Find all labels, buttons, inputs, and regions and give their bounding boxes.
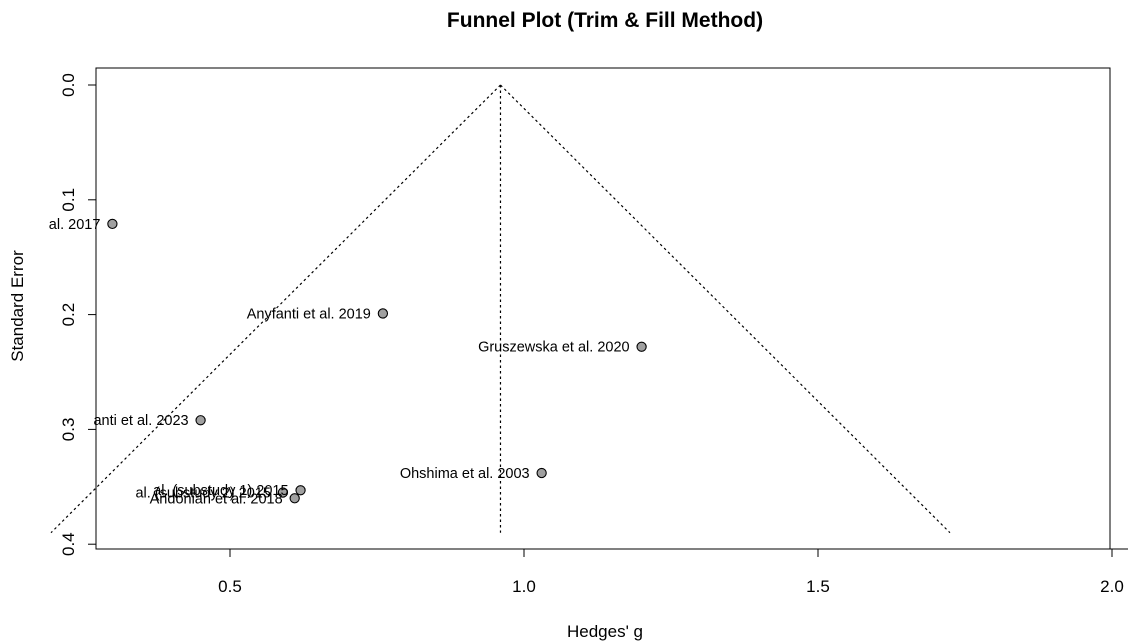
data-point xyxy=(295,485,306,496)
x-tick-label: 1.5 xyxy=(806,577,830,596)
data-point xyxy=(107,218,118,230)
y-axis-label: Standard Error xyxy=(8,250,27,362)
x-tick-label: 2.0 xyxy=(1100,577,1124,596)
point-label: Anyfanti et al. 2019 xyxy=(247,306,371,322)
funnel-right-bound xyxy=(500,84,951,534)
x-axis-label: Hedges' g xyxy=(567,622,643,641)
y-tick-label: 0.0 xyxy=(59,73,78,97)
data-point xyxy=(536,467,547,479)
y-axis: 0.0 0.1 0.2 0.3 0.4 xyxy=(59,73,97,556)
y-tick-label: 0.2 xyxy=(59,303,78,327)
data-point xyxy=(289,493,300,504)
data-point xyxy=(277,487,289,498)
point-label: Andonian et al. 2018 xyxy=(150,491,283,507)
y-tick-label: 0.3 xyxy=(59,418,78,442)
study-labels: al. 2017 Anyfanti et al. 2019 Gruszewska e… xyxy=(49,217,630,507)
funnel-lines xyxy=(50,84,951,534)
funnel-left-bound xyxy=(50,84,501,534)
y-tick-label: 0.4 xyxy=(59,532,78,556)
data-point xyxy=(195,415,206,426)
data-point xyxy=(636,341,647,352)
point-label: anti et al. 2023 xyxy=(93,413,188,429)
point-label: al. (substudy 1) 2015 xyxy=(153,483,288,499)
point-label: Gruszewska et al. 2020 xyxy=(478,340,630,356)
x-axis: 0.51.01.52.02.53.03.5 xyxy=(218,548,1128,596)
point-label: al. (substudy 2) 2015 xyxy=(135,486,270,502)
point-label: Ohshima et al. 2003 xyxy=(400,466,530,482)
x-tick-label: 0.5 xyxy=(218,577,242,596)
data-point xyxy=(377,308,389,319)
y-tick-label: 0.1 xyxy=(59,188,78,212)
data-points xyxy=(107,218,647,504)
chart-title: Funnel Plot (Trim & Fill Method) xyxy=(447,9,763,32)
x-tick-label: 1.0 xyxy=(512,577,536,596)
point-label: al. 2017 xyxy=(49,217,101,233)
